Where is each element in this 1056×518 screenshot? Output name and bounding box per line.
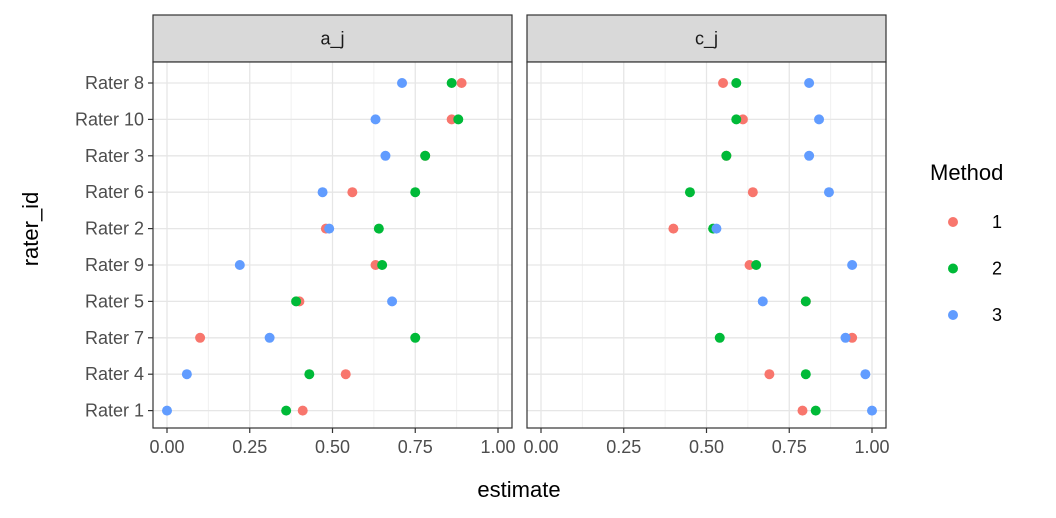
point-a_j-method-2 bbox=[291, 296, 302, 307]
point-a_j-method-1 bbox=[195, 332, 206, 343]
facet-label: c_j bbox=[695, 29, 718, 50]
legend-key-1 bbox=[948, 217, 958, 227]
point-a_j-method-3 bbox=[317, 187, 328, 198]
point-a_j-method-1 bbox=[456, 78, 467, 88]
x-tick-label: 0.00 bbox=[523, 437, 558, 457]
legend-label-1: 1 bbox=[992, 212, 1002, 232]
legend-label-2: 2 bbox=[992, 259, 1002, 279]
y-tick-label: Rater 9 bbox=[85, 255, 144, 275]
point-c_j-method-3 bbox=[823, 187, 834, 198]
point-a_j-method-3 bbox=[234, 260, 245, 270]
point-a_j-method-2 bbox=[377, 260, 388, 270]
point-c_j-method-3 bbox=[860, 369, 871, 380]
point-c_j-method-3 bbox=[757, 296, 768, 307]
y-tick-label: Rater 5 bbox=[85, 291, 144, 311]
point-c_j-method-1 bbox=[718, 78, 729, 88]
point-a_j-method-2 bbox=[446, 78, 457, 88]
y-axis: Rater 8 Rater 10 Rater 3 Rater 6 Rater 2 Rate… bbox=[75, 73, 153, 421]
legend-title: Method bbox=[930, 160, 1003, 185]
point-a_j-method-3 bbox=[370, 114, 381, 125]
point-a_j-method-3 bbox=[380, 150, 391, 161]
point-c_j-method-3 bbox=[847, 260, 858, 270]
point-c_j-method-3 bbox=[840, 332, 851, 343]
point-c_j-method-2 bbox=[800, 296, 811, 307]
x-axis-title: estimate bbox=[477, 477, 560, 502]
x-tick-label: 0.75 bbox=[398, 437, 433, 457]
y-tick-label: Rater 3 bbox=[85, 146, 144, 166]
point-a_j-method-1 bbox=[340, 369, 351, 380]
point-a_j-method-3 bbox=[397, 78, 408, 88]
x-tick-label: 0.75 bbox=[772, 437, 807, 457]
x-tick-label: 0.50 bbox=[689, 437, 724, 457]
point-a_j-method-3 bbox=[162, 405, 172, 416]
y-tick-label: Rater 2 bbox=[85, 219, 144, 239]
x-tick-label: 0.50 bbox=[315, 437, 350, 457]
y-tick-label: Rater 8 bbox=[85, 73, 144, 93]
point-a_j-method-2 bbox=[373, 223, 384, 234]
point-c_j-method-3 bbox=[867, 405, 877, 416]
point-a_j-method-3 bbox=[181, 369, 192, 380]
point-a_j-method-3 bbox=[324, 223, 335, 234]
point-a_j-method-2 bbox=[410, 332, 421, 343]
facet-strip bbox=[152, 14, 513, 63]
point-a_j-method-3 bbox=[387, 296, 398, 307]
facet-strip bbox=[526, 14, 887, 63]
point-c_j-method-2 bbox=[800, 369, 811, 380]
point-c_j-method-2 bbox=[751, 260, 762, 270]
x-tick-label: 1.00 bbox=[480, 437, 515, 457]
point-c_j-method-2 bbox=[714, 332, 725, 343]
y-tick-label: Rater 4 bbox=[85, 364, 144, 384]
legend-key-2 bbox=[948, 263, 958, 274]
point-a_j-method-2 bbox=[304, 369, 315, 380]
point-c_j-method-3 bbox=[804, 78, 815, 88]
y-tick-label: Rater 10 bbox=[75, 109, 144, 129]
point-a_j-method-2 bbox=[410, 187, 421, 198]
point-c_j-method-2 bbox=[731, 78, 742, 88]
x-tick-label: 0.00 bbox=[149, 437, 184, 457]
x-tick-label: 0.25 bbox=[606, 437, 641, 457]
legend: Method 1 2 3 bbox=[930, 160, 1003, 325]
panels-layer: a_j 0.00 0.25 0.50 0.75 1.00 c_j 0.00 0.25 0.50 0.… bbox=[149, 14, 890, 457]
y-axis-title: rater_id bbox=[18, 192, 43, 267]
x-tick-label: 1.00 bbox=[854, 437, 889, 457]
point-a_j-method-2 bbox=[281, 405, 292, 416]
point-c_j-method-3 bbox=[814, 114, 825, 125]
point-a_j-method-1 bbox=[297, 405, 308, 416]
y-tick-label: Rater 7 bbox=[85, 328, 144, 348]
point-a_j-method-1 bbox=[347, 187, 358, 198]
y-tick-label: Rater 6 bbox=[85, 182, 144, 202]
y-tick-label: Rater 1 bbox=[85, 401, 144, 421]
point-c_j-method-1 bbox=[668, 223, 679, 234]
point-c_j-method-2 bbox=[721, 150, 732, 161]
point-c_j-method-1 bbox=[747, 187, 758, 198]
facet-label: a_j bbox=[320, 29, 344, 50]
panel-c_j: c_j 0.00 0.25 0.50 0.75 1.00 bbox=[523, 14, 890, 457]
point-c_j-method-2 bbox=[810, 405, 821, 416]
point-c_j-method-2 bbox=[731, 114, 742, 125]
point-a_j-method-2 bbox=[453, 114, 464, 125]
point-c_j-method-3 bbox=[804, 150, 815, 161]
point-c_j-method-1 bbox=[797, 405, 808, 416]
point-a_j-method-3 bbox=[264, 332, 275, 343]
x-tick-label: 0.25 bbox=[232, 437, 267, 457]
point-c_j-method-2 bbox=[684, 187, 695, 198]
legend-label-3: 3 bbox=[992, 305, 1002, 325]
panel-a_j: a_j 0.00 0.25 0.50 0.75 1.00 bbox=[149, 14, 516, 457]
point-c_j-method-3 bbox=[711, 223, 722, 234]
point-a_j-method-2 bbox=[420, 150, 431, 161]
point-c_j-method-1 bbox=[764, 369, 775, 380]
legend-key-3 bbox=[948, 310, 958, 320]
